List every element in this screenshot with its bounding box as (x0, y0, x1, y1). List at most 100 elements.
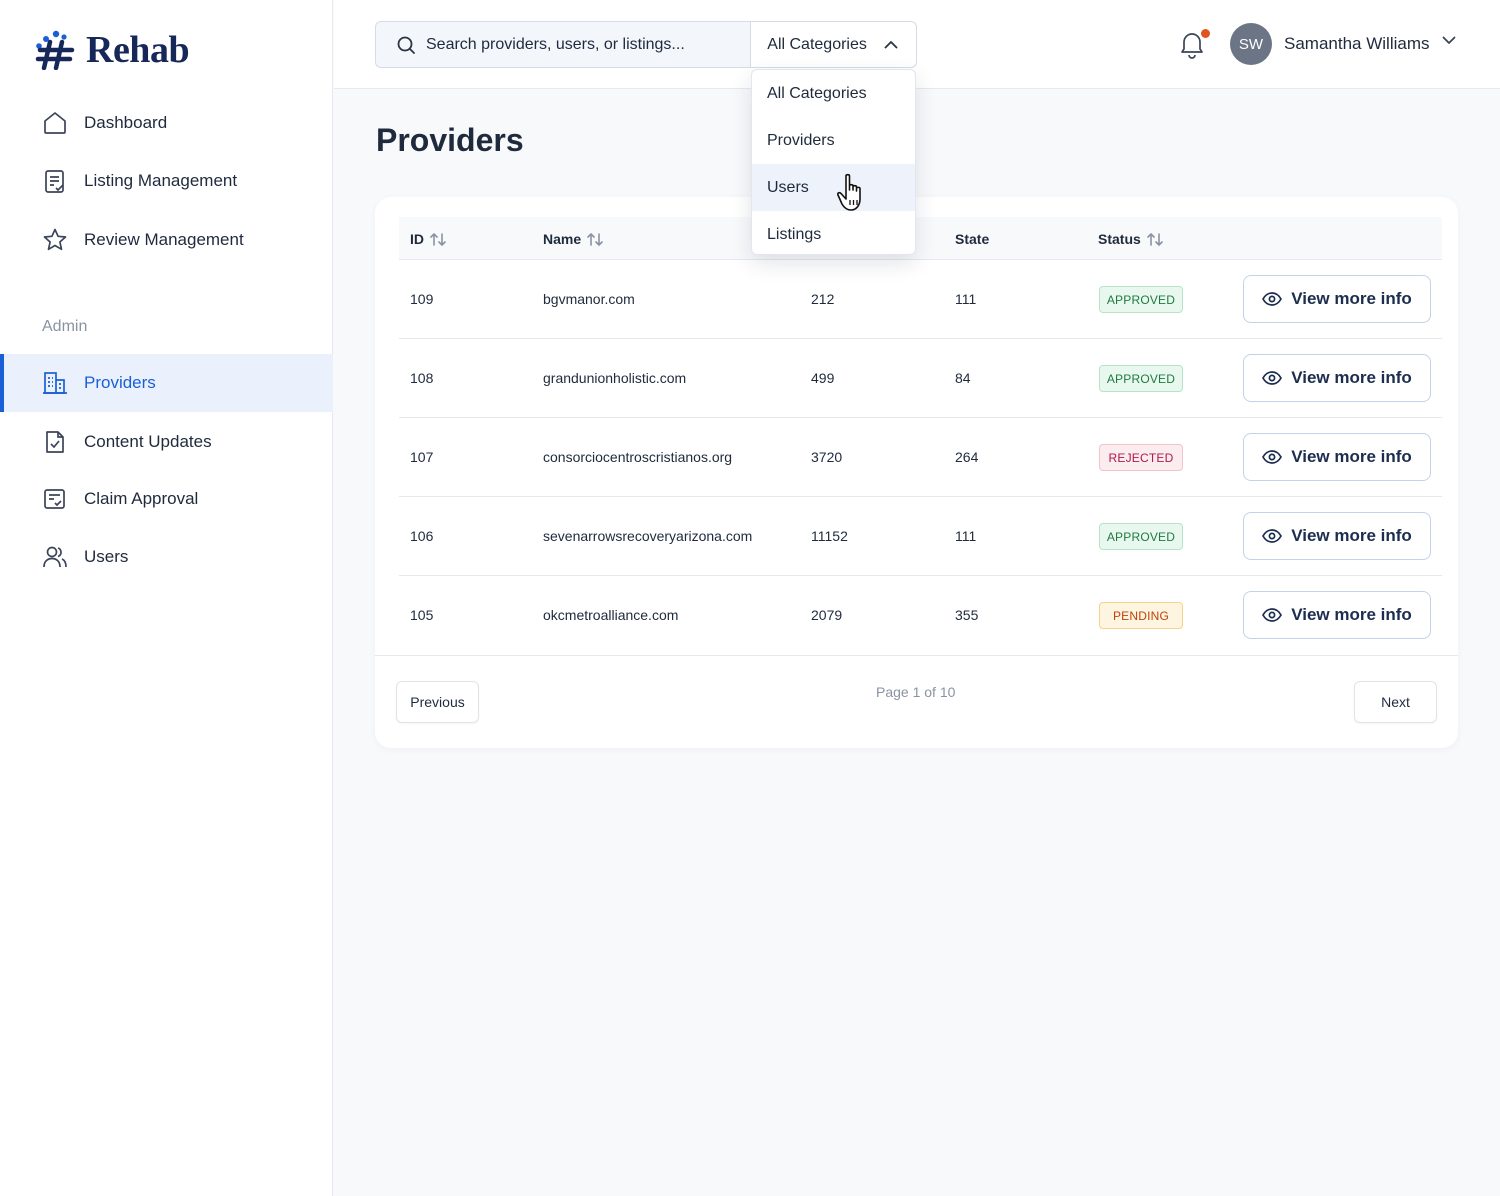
cell-id: 109 (410, 291, 434, 307)
cell-col3: 2079 (811, 607, 843, 623)
cell-col3: 11152 (811, 528, 848, 544)
table-row: 106 sevenarrowsrecoveryarizona.com 11152… (399, 497, 1442, 576)
cell-state: 264 (955, 449, 979, 465)
status-badge: PENDING (1099, 602, 1183, 629)
next-page-button[interactable]: Next (1354, 681, 1437, 723)
sidebar-item-label: Review Management (84, 230, 244, 249)
dropdown-option-all-categories[interactable]: All Categories (767, 84, 867, 102)
column-header-id[interactable]: ID (410, 231, 446, 247)
status-badge: APPROVED (1099, 523, 1183, 550)
sidebar-item-label: Content Updates (84, 432, 212, 451)
cell-col3: 212 (811, 291, 835, 307)
cell-col3: 3720 (811, 449, 843, 465)
table-row: 107 consorciocentroscristianos.org 3720 … (399, 418, 1442, 497)
table-footer-divider (375, 655, 1458, 656)
page-indicator: Page 1 of 10 (876, 684, 956, 700)
table-row: 109 bgvmanor.com 212 111 APPROVED View m… (399, 260, 1442, 339)
category-select-value: All Categories (767, 35, 867, 53)
topbar: All Categories SW Samantha Williams (334, 0, 1500, 89)
column-header-label: Name (543, 231, 582, 247)
notification-dot (1201, 29, 1210, 38)
sidebar-item-claim-approval[interactable]: Claim Approval (0, 470, 333, 528)
chevron-down-icon[interactable] (1442, 36, 1456, 45)
building-icon (43, 372, 67, 394)
sort-icon (587, 232, 603, 246)
cell-state: 84 (955, 370, 971, 386)
search-field[interactable] (376, 22, 750, 67)
form-check-icon (44, 489, 65, 509)
view-more-info-label: View more info (1291, 368, 1412, 387)
view-more-info-button[interactable]: View more info (1243, 591, 1431, 639)
eye-icon (1262, 292, 1283, 306)
sidebar-item-listing-management[interactable]: Listing Management (0, 152, 333, 210)
eye-icon (1262, 450, 1283, 464)
view-more-info-button[interactable]: View more info (1243, 512, 1431, 560)
logo-mark-icon (35, 30, 75, 70)
eye-icon (1262, 608, 1283, 622)
sidebar-item-review-management[interactable]: Review Management (0, 211, 333, 269)
sidebar-item-content-updates[interactable]: Content Updates (0, 413, 333, 471)
cell-name: bgvmanor.com (543, 291, 635, 307)
table-row: 108 grandunionholistic.com 499 84 APPROV… (399, 339, 1442, 418)
chevron-up-icon (884, 41, 898, 49)
cell-id: 108 (410, 370, 434, 386)
search-bar: All Categories (375, 21, 917, 68)
sort-icon (430, 232, 446, 246)
users-icon (43, 546, 67, 568)
column-header-label: ID (410, 231, 424, 247)
page-title: Providers (376, 122, 524, 158)
column-header-label: Status (1098, 231, 1141, 247)
dropdown-option-listings[interactable]: Listings (767, 225, 822, 243)
admin-section-label: Admin (42, 318, 88, 335)
column-header-state: State (955, 231, 989, 247)
view-more-info-label: View more info (1291, 605, 1412, 624)
table-header: ID Name State Status (399, 217, 1442, 260)
sidebar: Rehab Dashboard Listing Management Revie… (0, 0, 333, 1196)
dropdown-option-providers[interactable]: Providers (767, 131, 835, 149)
eye-icon (1262, 529, 1283, 543)
sidebar-item-label: Listing Management (84, 171, 238, 190)
providers-table-card: ID Name State Status 109 bgvmanor.com 21… (375, 197, 1458, 748)
category-dropdown-menu: All Categories Providers Users Listings (751, 69, 916, 255)
brand-logo[interactable]: Rehab (34, 28, 190, 72)
search-input[interactable] (426, 35, 746, 54)
table-row: 105 okcmetroalliance.com 2079 355 PENDIN… (399, 576, 1442, 655)
cell-name: consorciocentroscristianos.org (543, 449, 733, 465)
view-more-info-button[interactable]: View more info (1243, 433, 1431, 481)
status-badge: APPROVED (1099, 365, 1183, 392)
sidebar-item-providers[interactable]: Providers (0, 354, 333, 412)
sidebar-item-users[interactable]: Users (0, 528, 333, 586)
document-check-icon (46, 431, 64, 453)
cell-col3: 499 (811, 370, 835, 386)
user-name[interactable]: Samantha Williams (1284, 34, 1430, 53)
hand-pointer-cursor-icon (836, 173, 861, 211)
cell-id: 107 (410, 449, 434, 465)
cell-name: grandunionholistic.com (543, 370, 687, 386)
column-header-status[interactable]: Status (1098, 231, 1163, 247)
status-badge: REJECTED (1099, 444, 1183, 471)
sidebar-item-label: Users (84, 547, 129, 566)
cell-state: 111 (955, 291, 977, 307)
view-more-info-button[interactable]: View more info (1243, 275, 1431, 323)
sidebar-item-label: Dashboard (84, 113, 168, 132)
avatar[interactable]: SW (1230, 23, 1272, 65)
sidebar-item-dashboard[interactable]: Dashboard (0, 94, 333, 152)
sidebar-item-label: Claim Approval (84, 489, 199, 508)
view-more-info-label: View more info (1291, 526, 1412, 545)
notifications-button[interactable] (1178, 29, 1210, 59)
view-more-info-label: View more info (1291, 289, 1412, 308)
brand-name: Rehab (86, 29, 190, 71)
dropdown-option-users[interactable]: Users (752, 164, 915, 211)
view-more-info-button[interactable]: View more info (1243, 354, 1431, 402)
cell-name: sevenarrowsrecoveryarizona.com (543, 528, 753, 544)
cell-state: 355 (955, 607, 979, 623)
cell-id: 106 (410, 528, 434, 544)
cell-name: okcmetroalliance.com (543, 607, 679, 623)
category-select[interactable]: All Categories (750, 22, 916, 67)
search-icon (397, 36, 415, 54)
view-more-info-label: View more info (1291, 447, 1412, 466)
column-header-name[interactable]: Name (543, 231, 603, 247)
cell-id: 105 (410, 607, 434, 623)
previous-page-button[interactable]: Previous (396, 681, 479, 723)
clipboard-check-icon (45, 170, 64, 193)
